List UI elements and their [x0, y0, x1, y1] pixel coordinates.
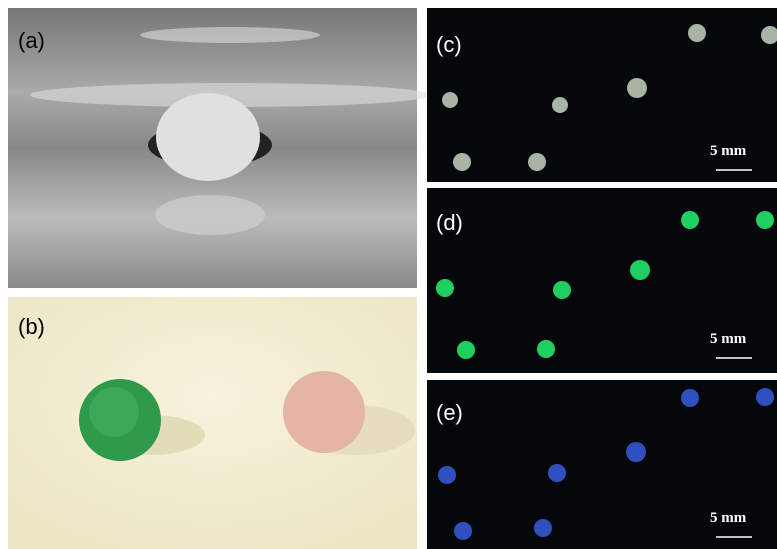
scale-label: 5 mm — [710, 143, 747, 159]
scale-label: 5 mm — [710, 331, 747, 347]
panel-a: (a) — [8, 8, 430, 288]
panel-e: (e) 5 mm — [427, 380, 777, 549]
panel-label: (e) — [436, 400, 463, 425]
panel-c: (c) 5 mm — [427, 8, 777, 182]
panel-d: (d) 5 mm — [427, 188, 777, 373]
scale-label: 5 mm — [710, 510, 747, 526]
panel-b: (b) — [8, 297, 417, 549]
panel-label: (d) — [436, 210, 463, 235]
panel-label: (a) — [18, 28, 45, 53]
panel-label: (c) — [436, 32, 462, 57]
panel-label: (b) — [18, 314, 45, 339]
